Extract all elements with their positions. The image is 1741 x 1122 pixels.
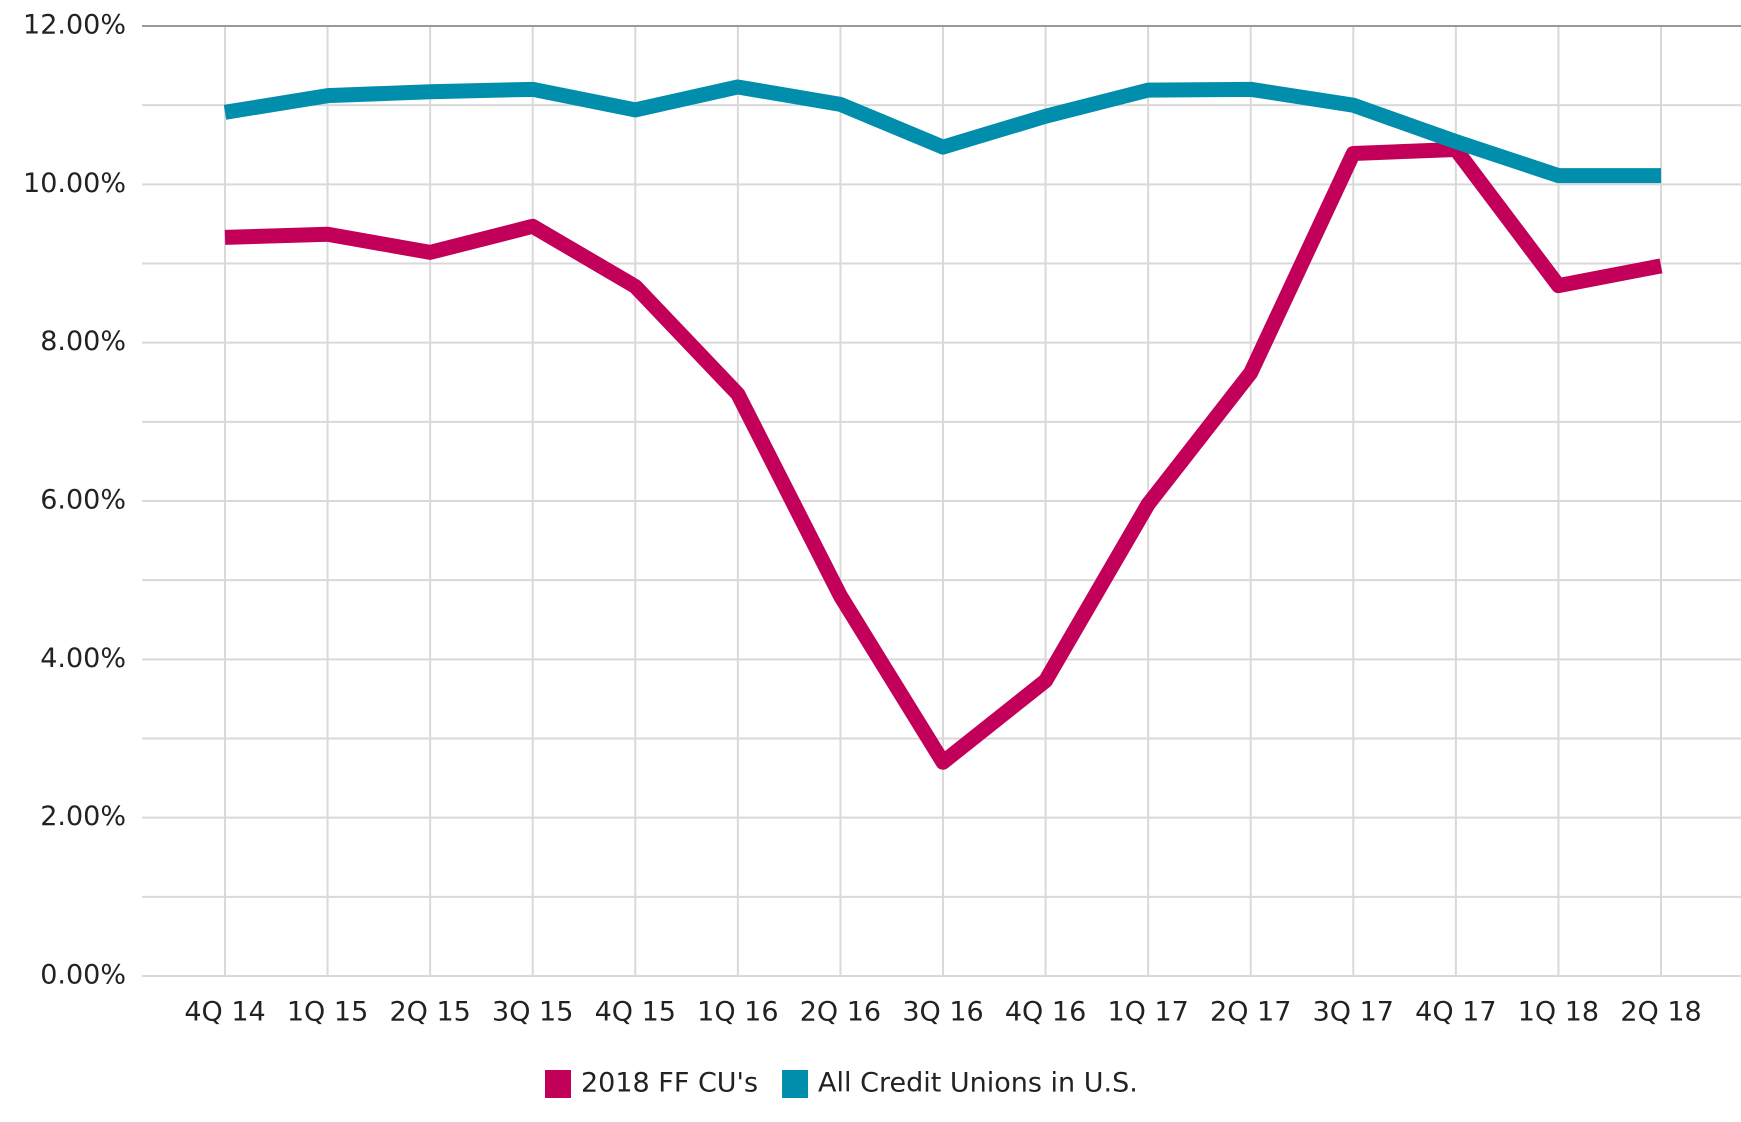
x-tick-label: 2Q 15 [389,997,470,1028]
legend-label: All Credit Unions in U.S. [818,1068,1138,1099]
x-tick-label: 1Q 18 [1518,997,1599,1028]
y-tick-label: 0.00% [40,960,126,991]
y-tick-label: 10.00% [23,168,126,199]
x-tick-label: 1Q 15 [287,997,368,1028]
x-tick-label: 2Q 16 [800,997,881,1028]
x-tick-label: 4Q 16 [1005,997,1086,1028]
x-tick-label: 1Q 17 [1107,997,1188,1028]
y-tick-label: 6.00% [40,485,126,516]
y-tick-label: 12.00% [23,10,126,41]
x-tick-label: 3Q 16 [902,997,983,1028]
legend-swatch [545,1070,571,1098]
x-tick-label: 2Q 18 [1620,997,1701,1028]
y-tick-label: 2.00% [40,801,126,832]
x-tick-label: 4Q 17 [1415,997,1496,1028]
x-tick-label: 4Q 15 [595,997,676,1028]
x-tick-label: 2Q 17 [1210,997,1291,1028]
x-tick-label: 4Q 14 [184,997,265,1028]
x-tick-label: 3Q 15 [492,997,573,1028]
x-tick-label: 1Q 16 [697,997,778,1028]
x-tick-label: 3Q 17 [1313,997,1394,1028]
legend-swatch [782,1070,809,1098]
legend-label: 2018 FF CU's [581,1068,758,1099]
line-series [223,79,1661,184]
line-series [224,142,1663,770]
y-tick-label: 8.00% [40,326,126,357]
legend: 2018 FF CU's All Credit Unions in U.S. [545,1068,1138,1099]
y-tick-label: 4.00% [40,643,126,674]
